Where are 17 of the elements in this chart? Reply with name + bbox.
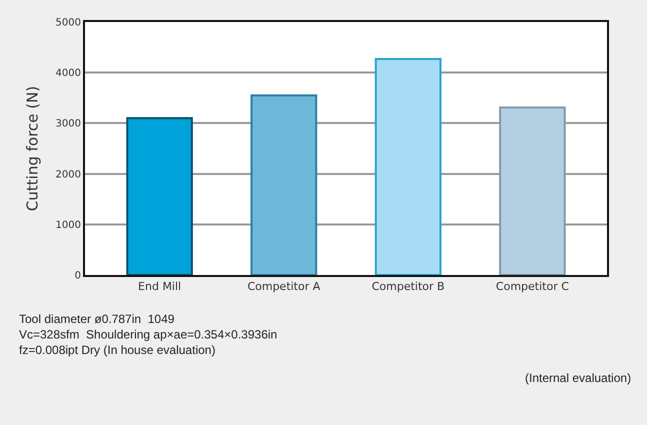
y-axis-title: Cutting force (N) [23, 86, 42, 212]
bar [250, 94, 318, 275]
bar [499, 106, 566, 275]
y-tick-label: 2000 [56, 169, 81, 180]
y-tick-label: 0 [74, 270, 81, 282]
x-tick-label: Competitor B [372, 280, 445, 294]
y-tick-label: 4000 [56, 68, 81, 80]
bar [126, 117, 193, 275]
bar [374, 58, 442, 275]
text: (Internal evaluation) [525, 371, 632, 385]
x-tick-label: Competitor C [496, 280, 570, 294]
y-tick-label: 3000 [56, 118, 81, 130]
x-tick-label: End Mill [138, 280, 182, 294]
x-tick-label: Competitor A [247, 280, 321, 294]
y-tick-label: 5000 [56, 18, 81, 28]
text: Tool diameter ø0.787in 1049 Vc=328sfm Shouldering ap×ae=0.354×0.3936in fz=0.008ipt Dry (In house evaluation) [19, 312, 278, 358]
y-tick-label: 1000 [56, 220, 81, 231]
